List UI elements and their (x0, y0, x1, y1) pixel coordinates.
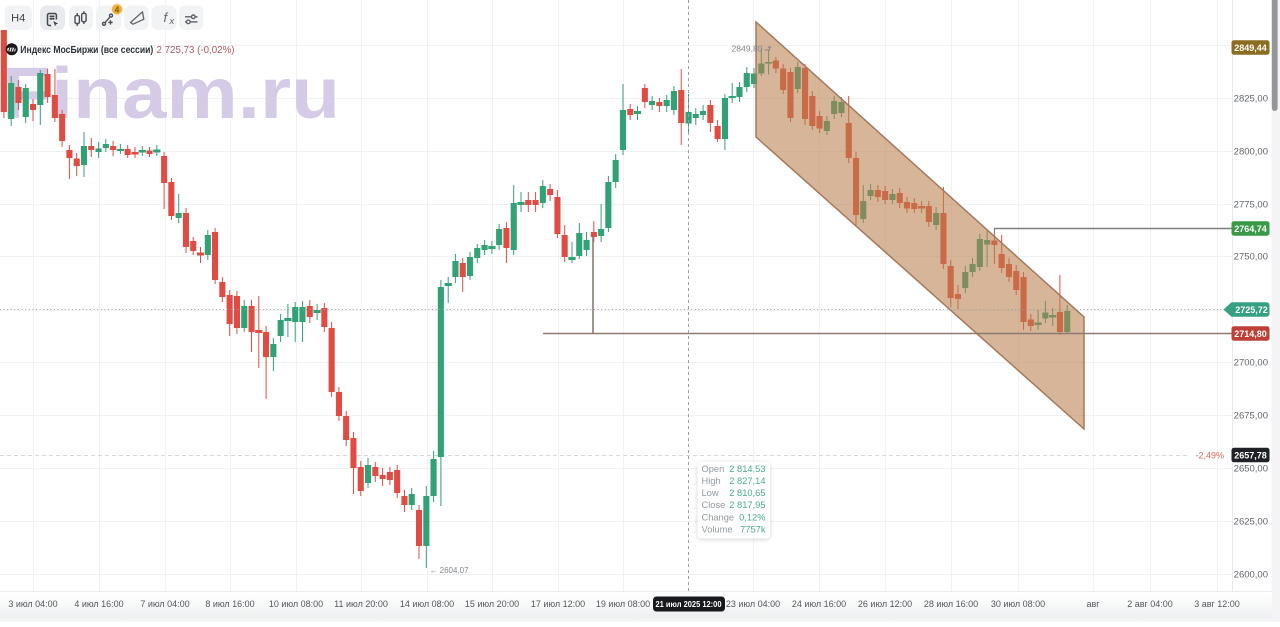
svg-text:2849,44: 2849,44 (1234, 43, 1267, 53)
svg-text:2657,78: 2657,78 (1234, 450, 1267, 460)
svg-text:3 июл 04:00: 3 июл 04:00 (8, 599, 57, 609)
svg-text:Change: Change (702, 512, 735, 522)
svg-text:2800,00: 2800,00 (1234, 147, 1268, 158)
svg-text:17 июл 12:00: 17 июл 12:00 (531, 599, 585, 609)
svg-text:4 июл 16:00: 4 июл 16:00 (74, 599, 123, 609)
svg-text:11 июл 20:00: 11 июл 20:00 (334, 599, 388, 609)
svg-text:0,12%: 0,12% (739, 512, 765, 522)
svg-text:2725,72: 2725,72 (1235, 305, 1268, 315)
svg-text:2700,00: 2700,00 (1234, 358, 1268, 369)
svg-text:2750,00: 2750,00 (1234, 252, 1268, 263)
svg-text:2714,80: 2714,80 (1234, 329, 1267, 339)
svg-text:-2,49%: -2,49% (1195, 450, 1224, 460)
svg-text:21 июл 2025 12:00: 21 июл 2025 12:00 (656, 599, 722, 609)
svg-text:H4: H4 (11, 13, 25, 25)
svg-text:24 июл 16:00: 24 июл 16:00 (792, 599, 846, 609)
svg-text:19 июл 08:00: 19 июл 08:00 (596, 599, 650, 609)
svg-text:2 814,53: 2 814,53 (729, 464, 765, 474)
svg-text:2 авг 04:00: 2 авг 04:00 (1127, 599, 1173, 609)
svg-text:2849,80: 2849,80 (732, 44, 763, 54)
svg-text:4: 4 (115, 4, 120, 14)
svg-text:26 июл 12:00: 26 июл 12:00 (858, 599, 912, 609)
svg-text:2650,00: 2650,00 (1234, 464, 1268, 475)
svg-text:Индекс МосБиржи (все сессии): Индекс МосБиржи (все сессии) (20, 44, 153, 56)
svg-text:2675,00: 2675,00 (1234, 411, 1268, 422)
svg-text:8 июл 16:00: 8 июл 16:00 (205, 599, 254, 609)
svg-text:Close: Close (702, 500, 726, 510)
svg-text:15 июл 20:00: 15 июл 20:00 (465, 599, 519, 609)
svg-text:30 июл 08:00: 30 июл 08:00 (991, 599, 1045, 609)
svg-text:Low: Low (702, 488, 719, 498)
svg-text:2 827,14: 2 827,14 (729, 476, 765, 486)
svg-text:7 июл 04:00: 7 июл 04:00 (140, 599, 189, 609)
svg-text:2775,00: 2775,00 (1234, 200, 1268, 211)
svg-text:2 810,65: 2 810,65 (729, 488, 765, 498)
svg-text:Open: Open (702, 464, 725, 474)
svg-text:23 июл 04:00: 23 июл 04:00 (726, 599, 780, 609)
svg-text:10 июл 08:00: 10 июл 08:00 (269, 599, 323, 609)
svg-text:Finam.ru: Finam.ru (2, 54, 340, 134)
svg-text:3 авг 12:00: 3 авг 12:00 (1194, 599, 1240, 609)
svg-text:← 2604,07: ← 2604,07 (430, 565, 469, 575)
svg-text:2600,00: 2600,00 (1234, 570, 1268, 581)
svg-text:2 817,95: 2 817,95 (729, 500, 765, 510)
svg-text:2625,00: 2625,00 (1234, 517, 1268, 528)
svg-text:14 июл 08:00: 14 июл 08:00 (400, 599, 454, 609)
svg-text:Volume: Volume (702, 525, 733, 535)
svg-text:High: High (702, 476, 721, 486)
svg-text:2 725,73 (-0,02%): 2 725,73 (-0,02%) (157, 44, 235, 56)
svg-text:2764,74: 2764,74 (1234, 224, 1267, 234)
svg-text:28 июл 16:00: 28 июл 16:00 (924, 599, 978, 609)
svg-text:авг: авг (1086, 599, 1100, 609)
svg-text:7757k: 7757k (740, 525, 766, 535)
svg-text:2825,00: 2825,00 (1234, 94, 1268, 105)
